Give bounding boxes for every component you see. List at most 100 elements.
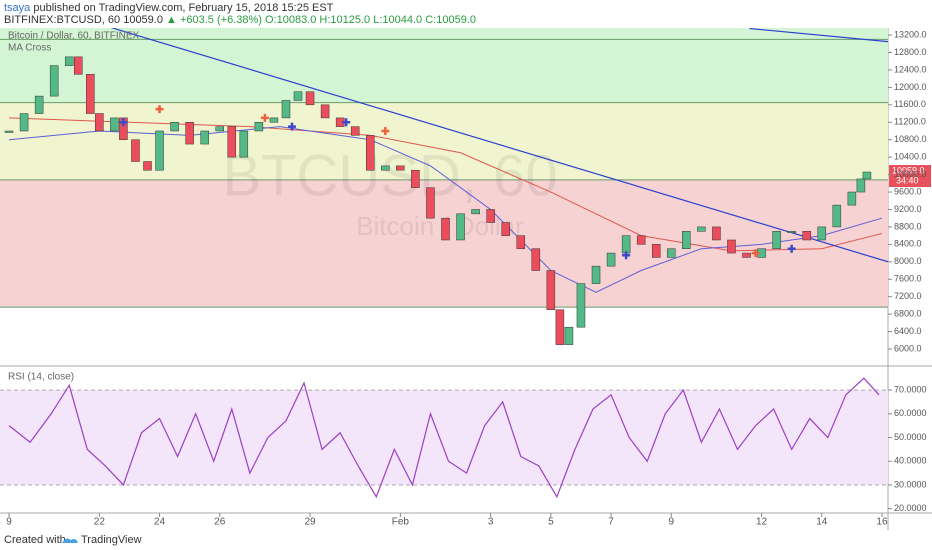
candle: [305, 91, 315, 106]
x-tick-label: 5: [548, 517, 554, 528]
rsi-line: [8, 377, 880, 499]
candle: [86, 74, 95, 114]
header-line: tsaya published on TradingView.com, Febr…: [4, 2, 476, 14]
candle: [817, 226, 827, 241]
price-tag: 10059.0: [892, 165, 925, 175]
y-tick-label: 10800.0: [894, 134, 927, 144]
y-tick-label: 70.0000: [894, 384, 927, 394]
y-tick-label: 12000.0: [894, 82, 927, 92]
footer-logo: [62, 538, 78, 543]
cross-marker: [287, 122, 296, 131]
y-tick-label: 11600.0: [894, 99, 926, 109]
candle: [215, 126, 224, 132]
y-tick-label: 13200.0: [894, 29, 927, 39]
candle: [426, 187, 435, 219]
y-tick-label: 10400.0: [894, 152, 927, 162]
candle: [19, 113, 29, 132]
pane-title: RSI (14, close): [8, 372, 74, 383]
candle: [727, 239, 736, 254]
x-tick-label: 16: [876, 517, 888, 528]
candle: [697, 226, 706, 232]
candle: [621, 235, 631, 254]
y-tick-label: 12800.0: [894, 47, 927, 57]
cross-marker: [622, 251, 631, 260]
x-tick-label: 7: [608, 517, 614, 528]
author[interactable]: tsaya: [4, 2, 31, 14]
candle: [269, 117, 279, 123]
zone: [0, 28, 888, 103]
candle: [381, 165, 390, 171]
candle: [667, 248, 676, 258]
candle: [772, 231, 781, 249]
candle: [185, 122, 194, 145]
candle: [131, 139, 140, 162]
y-tick-label: 60.0000: [894, 408, 927, 418]
candle: [486, 209, 495, 223]
pane-title: Bitcoin / Dollar, 60, BITFINEX: [8, 31, 139, 42]
cross-marker: [787, 244, 796, 253]
y-tick-label: 11200.0: [894, 117, 926, 127]
x-tick-label: 9: [668, 517, 674, 528]
candle: [456, 213, 465, 241]
y-tick-label: 8000.0: [894, 256, 922, 266]
candle: [564, 326, 574, 345]
candle: [95, 113, 104, 132]
candle: [200, 130, 209, 145]
candle: [64, 56, 74, 66]
ohlc: O:10083.0 H:10125.0 L:10044.0 C:10059.0: [264, 14, 476, 26]
symbol: BITFINEX:BTCUSD, 60: [4, 14, 121, 26]
candle: [49, 65, 59, 97]
candle: [591, 265, 601, 284]
y-tick-label: 40.0000: [894, 456, 927, 466]
watermark-sub: Bitcoin / Dollar: [356, 211, 524, 241]
cross-marker: [119, 118, 128, 127]
y-tick-label: 7200.0: [894, 291, 922, 301]
candle: [531, 248, 541, 271]
change: ▲ +603.5 (+6.38%): [166, 14, 262, 26]
y-tick-label: 8400.0: [894, 239, 922, 249]
candle: [651, 244, 661, 258]
candle: [239, 130, 249, 158]
y-tick-label: 20.0000: [894, 503, 927, 513]
candle: [471, 209, 480, 215]
x-tick-label: 26: [214, 517, 226, 528]
candle: [119, 117, 128, 140]
cross-marker: [751, 249, 760, 258]
x-tick-label: 29: [304, 517, 316, 528]
trend-line: [110, 28, 888, 263]
y-tick-label: 8800.0: [894, 221, 922, 231]
candle: [606, 252, 616, 267]
candle: [832, 204, 842, 228]
watermark: BTCUSD, 60: [222, 143, 557, 208]
candle: [281, 100, 291, 119]
candle: [856, 178, 866, 193]
candle: [320, 104, 330, 119]
candle: [143, 161, 152, 171]
candle: [742, 252, 751, 258]
candle: [170, 122, 179, 132]
price-tag-bg: [889, 165, 931, 188]
published: published on TradingView.com, February 1…: [33, 2, 334, 14]
y-tick-label: 30.0000: [894, 479, 927, 489]
x-tick-label: 22: [94, 517, 106, 528]
x-tick-label: 12: [756, 517, 768, 528]
x-tick-label: 24: [154, 517, 166, 528]
header: tsaya published on TradingView.com, Febr…: [4, 2, 476, 26]
candle: [546, 270, 556, 311]
cross-marker: [381, 126, 390, 135]
candle: [293, 91, 303, 101]
y-tick-label: 50.0000: [894, 432, 927, 442]
candle: [366, 135, 375, 171]
candle: [516, 235, 526, 249]
x-tick-label: Feb: [392, 517, 410, 528]
header-line: BITFINEX:BTCUSD, 60 10059.0 ▲ +603.5 (+6…: [4, 14, 476, 26]
candle: [155, 130, 164, 171]
footer-created: Created with: [4, 534, 66, 546]
candle: [501, 222, 510, 236]
footer-brand: TradingView: [81, 534, 142, 546]
candle: [254, 122, 264, 132]
y-tick-label: 12400.0: [894, 64, 927, 74]
candle: [4, 130, 14, 133]
